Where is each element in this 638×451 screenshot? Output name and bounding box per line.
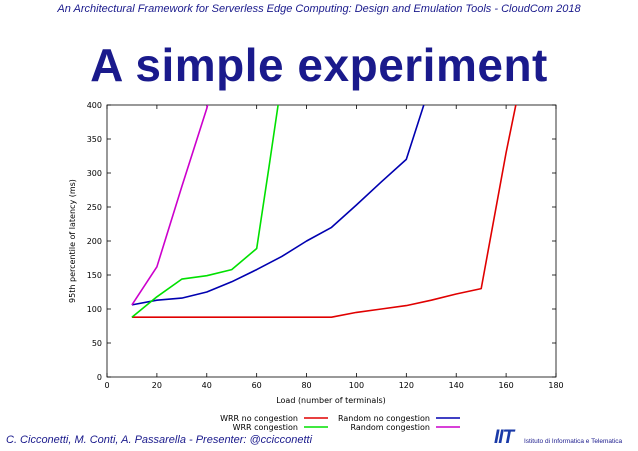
y-tick-label: 300 (87, 169, 102, 178)
x-tick-label: 20 (152, 381, 162, 390)
y-tick-label: 100 (87, 305, 102, 314)
slide-title: A simple experiment (90, 39, 548, 91)
x-tick-label: 140 (449, 381, 464, 390)
legend-label: WRR congestion (233, 423, 298, 432)
x-tick-label: 160 (498, 381, 513, 390)
y-tick-label: 0 (97, 373, 102, 382)
y-tick-label: 400 (87, 101, 102, 110)
y-tick-label: 350 (87, 135, 102, 144)
x-tick-label: 0 (104, 381, 109, 390)
x-axis-label: Load (number of terminals) (276, 396, 386, 405)
y-tick-label: 50 (92, 339, 102, 348)
institute-logo: IIT Istituto di Informatica e Telematica (494, 427, 634, 450)
series-line-wrr-no-congestion (131, 105, 517, 319)
slide-footer: C. Cicconetti, M. Conti, A. Passarella -… (6, 434, 313, 446)
x-tick-label: 100 (349, 381, 364, 390)
x-tick-label: 80 (301, 381, 311, 390)
legend-label: Random congestion (350, 423, 430, 432)
plot-frame (106, 104, 557, 378)
y-tick-label: 200 (87, 237, 102, 246)
x-tick-label: 180 (548, 381, 563, 390)
y-tick-label: 250 (87, 203, 102, 212)
y-axis-label: 95th percentile of latency (ms) (68, 179, 77, 303)
slide-header: An Architectural Framework for Serverles… (57, 3, 581, 15)
y-tick-label: 150 (87, 271, 102, 280)
logo-text: Istituto di Informatica e Telematica (524, 438, 623, 445)
logo-mark: IIT (494, 427, 514, 448)
series-line-wrr-congestion (131, 105, 279, 318)
legend-label: WRR no congestion (220, 414, 298, 423)
x-tick-label: 40 (202, 381, 212, 390)
x-tick-label: 120 (399, 381, 414, 390)
x-tick-label: 60 (252, 381, 262, 390)
series-line-random-no-congestion (131, 105, 425, 306)
series-line-random-congestion (131, 105, 209, 306)
legend-label: Random no congestion (338, 414, 430, 423)
